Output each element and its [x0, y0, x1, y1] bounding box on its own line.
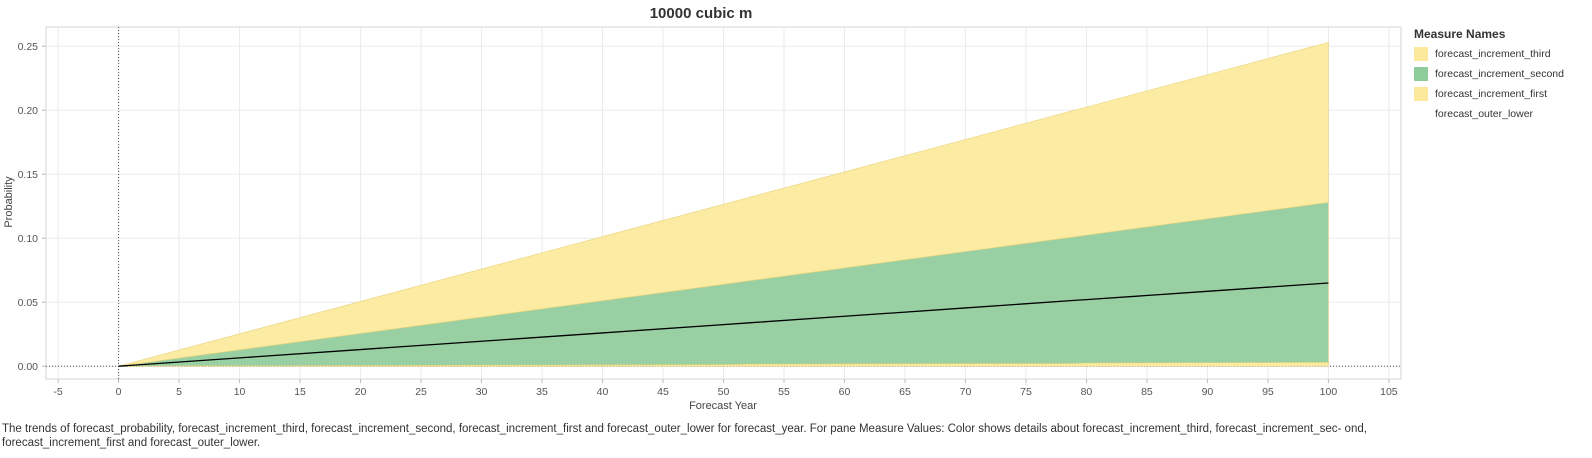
- y-tick-label: 0.20: [18, 105, 39, 117]
- probability-line-layer: [118, 282, 1329, 367]
- legend-label: forecast_outer_lower: [1435, 108, 1534, 120]
- legend: Measure Names forecast_increment_third f…: [1414, 27, 1589, 124]
- x-tick-label: 60: [839, 386, 851, 398]
- legend-item-forecast-increment-third[interactable]: forecast_increment_third: [1414, 44, 1589, 64]
- x-tick-label: 35: [536, 386, 548, 398]
- legend-title: Measure Names: [1414, 27, 1506, 41]
- legend-swatch: [1414, 47, 1428, 61]
- x-tick-label: -5: [53, 386, 62, 398]
- legend-item-forecast-outer-lower[interactable]: forecast_outer_lower: [1414, 104, 1589, 124]
- x-axis-title: Forecast Year: [689, 400, 757, 412]
- x-tick-label: 45: [657, 386, 669, 398]
- chart-caption: The trends of forecast_probability, fore…: [2, 423, 1367, 449]
- x-tick-label: 105: [1380, 386, 1398, 398]
- y-tick-label: 0.25: [18, 41, 39, 53]
- legend-item-forecast-increment-second[interactable]: forecast_increment_second: [1414, 64, 1589, 84]
- x-axis-ticks: -5 0 5 10 15 20 25 30 35 40 45 50 55 60 65 70 75 80 85 90 95…: [53, 379, 1398, 398]
- legend-label: forecast_increment_third: [1435, 48, 1551, 60]
- legend-swatch: [1414, 67, 1428, 81]
- legend-label: forecast_increment_first: [1435, 88, 1548, 100]
- legend-swatch: [1414, 107, 1428, 121]
- area-band-forecast-increment-third: [118, 41, 1329, 367]
- legend-item-forecast-increment-first[interactable]: forecast_increment_first: [1414, 84, 1589, 104]
- chart-title: 10000 cubic m: [650, 5, 753, 22]
- y-axis-ticks: 0.00 0.05 0.10 0.15 0.20 0.25: [18, 41, 46, 373]
- x-tick-label: 55: [778, 386, 790, 398]
- x-tick-label: 0: [116, 386, 122, 398]
- x-tick-label: 95: [1262, 386, 1274, 398]
- x-tick-label: 100: [1320, 386, 1338, 398]
- series-line-forecast-probability: [118, 282, 1329, 367]
- x-tick-label: 30: [476, 386, 488, 398]
- legend-label: forecast_increment_second: [1435, 68, 1564, 80]
- x-tick-label: 50: [718, 386, 730, 398]
- x-tick-label: 5: [176, 386, 182, 398]
- y-axis-title: Probability: [3, 176, 15, 228]
- area-bands: [118, 41, 1329, 367]
- y-tick-label: 0.05: [18, 297, 39, 309]
- x-tick-label: 10: [234, 386, 246, 398]
- y-tick-label: 0.10: [18, 233, 39, 245]
- x-tick-label: 15: [294, 386, 306, 398]
- x-tick-label: 70: [960, 386, 972, 398]
- x-tick-label: 25: [415, 386, 427, 398]
- x-tick-label: 65: [899, 386, 911, 398]
- x-tick-label: 40: [597, 386, 609, 398]
- y-tick-label: 0.15: [18, 169, 39, 181]
- x-tick-label: 80: [1081, 386, 1093, 398]
- legend-swatch: [1414, 87, 1428, 101]
- x-tick-label: 75: [1020, 386, 1032, 398]
- x-tick-label: 20: [355, 386, 367, 398]
- x-tick-label: 90: [1202, 386, 1214, 398]
- x-tick-label: 85: [1141, 386, 1153, 398]
- y-tick-label: 0.00: [18, 361, 39, 373]
